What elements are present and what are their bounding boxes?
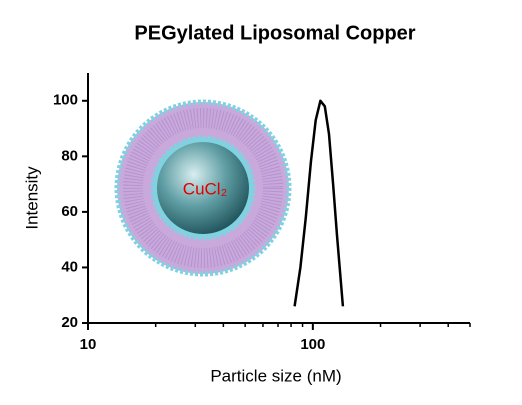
- y-tick-label: 20: [61, 314, 78, 331]
- y-tick-label: 100: [53, 92, 78, 109]
- chart-title: PEGylated Liposomal Copper: [134, 22, 415, 44]
- y-axis-label: Intensity: [22, 166, 41, 230]
- x-axis-label: Particle size (nM): [210, 366, 341, 385]
- y-tick-label: 80: [61, 147, 78, 164]
- line-series: [293, 99, 345, 307]
- annotation: CuCl₂: [183, 179, 227, 198]
- y-tick-label: 40: [61, 258, 78, 275]
- x-tick-label: 100: [300, 336, 325, 353]
- y-tick-label: 60: [61, 203, 78, 220]
- liposome-illustration: [114, 99, 292, 277]
- x-tick-label: 10: [80, 336, 97, 353]
